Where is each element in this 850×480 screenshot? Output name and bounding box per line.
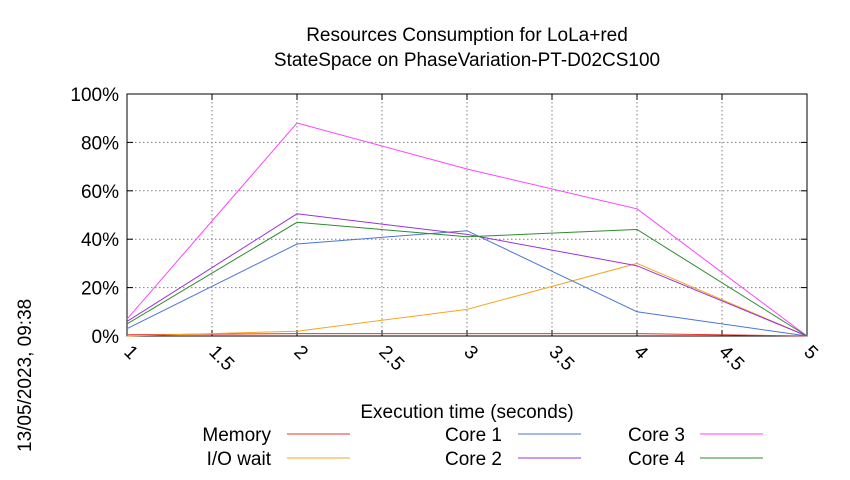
legend-label-memory: Memory <box>202 425 271 446</box>
timestamp: 13/05/2023, 09:38 <box>15 299 36 452</box>
x-axis-label: Execution time (seconds) <box>360 402 573 423</box>
y-tick-label: 20% <box>81 279 119 300</box>
legend-label-core-2: Core 2 <box>445 449 502 470</box>
x-tick-label: 3 <box>459 342 481 364</box>
x-tick-label: 2.5 <box>374 342 408 376</box>
series-line-memory <box>126 333 808 337</box>
chart-title-line-2: StateSpace on PhaseVariation-PT-D02CS100 <box>274 50 660 71</box>
y-tick-label: 0% <box>92 327 120 348</box>
x-tick-label: 3.5 <box>544 342 578 376</box>
x-tick-label: 1.5 <box>204 342 238 376</box>
legend-label-i-o-wait: I/O wait <box>207 449 272 470</box>
y-tick-label: 40% <box>81 230 119 251</box>
series-line-core-3 <box>126 122 808 337</box>
legend-label-core-1: Core 1 <box>445 425 502 446</box>
y-tick-label: 100% <box>70 85 119 106</box>
series-line-core-1 <box>126 230 808 337</box>
x-tick-label: 4 <box>629 342 652 365</box>
series-line-core-4 <box>126 221 808 337</box>
x-tick-label: 2 <box>289 342 311 364</box>
chart-title-line-1: Resources Consumption for LoLa+red <box>306 25 628 46</box>
legend-label-core-3: Core 3 <box>628 425 685 446</box>
x-tick-label: 4.5 <box>714 342 748 376</box>
ticks: 1 1.5 2 2.5 3 3.5 4 4.5 5 0% 20% 40% 60% 80% 100% <box>70 85 821 375</box>
series-lines <box>126 122 808 337</box>
y-tick-label: 80% <box>81 133 119 154</box>
series-line-i-o-wait <box>126 262 808 337</box>
y-tick-label: 60% <box>81 182 119 203</box>
legend-label-core-4: Core 4 <box>628 449 685 470</box>
grid <box>127 94 807 336</box>
x-tick-label: 1 <box>119 342 141 364</box>
series-line-core-2 <box>126 213 808 337</box>
legend: Memory I/O wait Core 1 Core 2 Core 3 Core 4 <box>202 425 763 470</box>
x-tick-label: 5 <box>799 342 821 364</box>
